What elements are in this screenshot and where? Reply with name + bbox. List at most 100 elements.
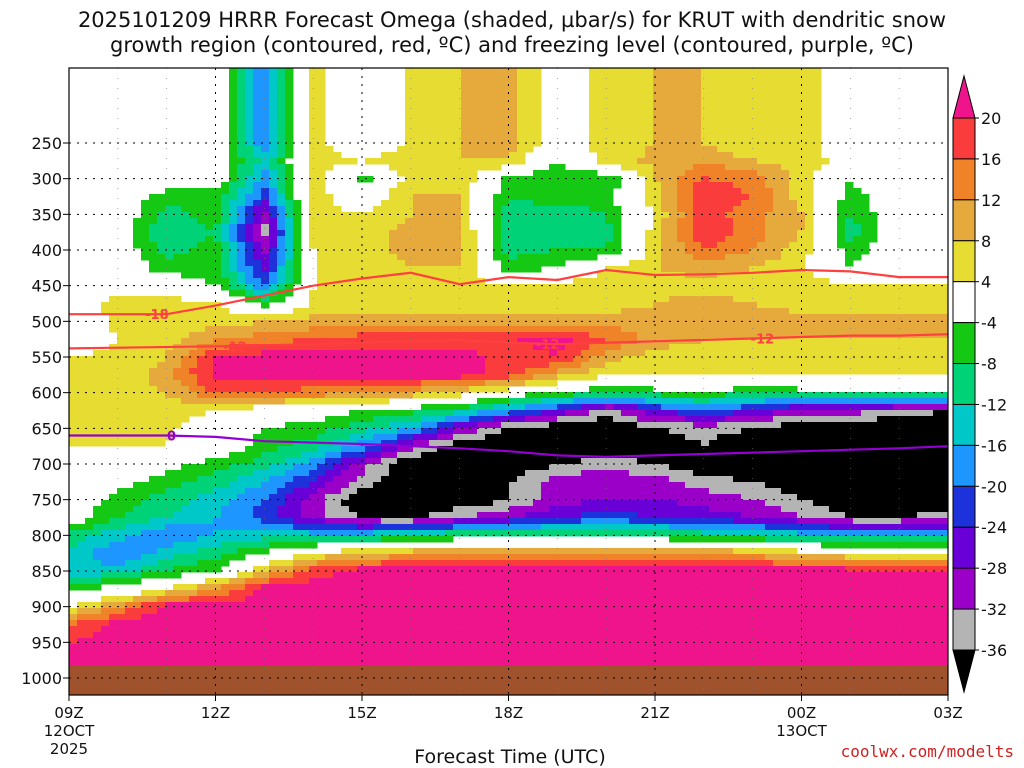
- omega-cell: [213, 212, 222, 219]
- omega-cell: [413, 170, 422, 177]
- omega-cell: [549, 362, 558, 369]
- omega-cell: [445, 434, 454, 441]
- omega-cell: [613, 356, 622, 363]
- omega-cell: [685, 326, 694, 333]
- omega-cell: [429, 200, 438, 207]
- omega-cell: [781, 284, 790, 291]
- omega-cell: [485, 440, 494, 447]
- omega-cell: [261, 278, 270, 285]
- omega-cell: [589, 182, 598, 189]
- omega-cell: [685, 206, 694, 213]
- omega-cell: [269, 368, 278, 375]
- omega-cell: [821, 446, 830, 453]
- omega-cell: [693, 110, 702, 117]
- omega-cell: [845, 206, 854, 213]
- omega-cell: [493, 122, 502, 129]
- omega-cell: [405, 182, 414, 189]
- omega-cell: [285, 146, 294, 153]
- omega-cell: [501, 236, 510, 243]
- omega-cell: [805, 428, 814, 435]
- omega-cell: [749, 350, 758, 357]
- omega-cell: [653, 74, 662, 81]
- omega-cell: [757, 152, 766, 159]
- omega-cell: [245, 110, 254, 117]
- omega-cell: [181, 350, 190, 357]
- omega-cell: [245, 284, 254, 291]
- omega-cell: [421, 308, 430, 315]
- omega-cell: [821, 308, 830, 315]
- omega-cell: [237, 188, 246, 195]
- omega-cell: [765, 344, 774, 351]
- omega-cell: [477, 86, 486, 93]
- omega-cell: [333, 368, 342, 375]
- omega-cell: [693, 146, 702, 153]
- omega-cell: [909, 314, 918, 321]
- omega-cell: [789, 254, 798, 261]
- omega-cell: [765, 278, 774, 285]
- omega-cell: [701, 122, 710, 129]
- omega-cell: [917, 434, 926, 441]
- omega-cell: [765, 152, 774, 159]
- omega-cell: [397, 374, 406, 381]
- omega-cell: [397, 356, 406, 363]
- omega-cell: [805, 308, 814, 315]
- omega-cell: [861, 290, 870, 297]
- omega-cell: [229, 254, 238, 261]
- omega-cell: [405, 146, 414, 153]
- omega-cell: [373, 206, 382, 213]
- omega-cell: [597, 104, 606, 111]
- omega-cell: [213, 188, 222, 195]
- omega-cell: [429, 446, 438, 453]
- omega-cell: [285, 104, 294, 111]
- omega-cell: [573, 422, 582, 429]
- omega-cell: [541, 212, 550, 219]
- omega-cell: [661, 296, 670, 303]
- omega-cell: [269, 104, 278, 111]
- omega-cell: [149, 242, 158, 249]
- omega-cell: [829, 344, 838, 351]
- omega-cell: [477, 380, 486, 387]
- omega-cell: [261, 374, 270, 381]
- omega-cell: [517, 338, 526, 345]
- omega-cell: [829, 284, 838, 291]
- omega-cell: [613, 242, 622, 249]
- omega-cell: [645, 242, 654, 249]
- omega-cell: [613, 350, 622, 357]
- omega-cell: [197, 206, 206, 213]
- omega-cell: [925, 344, 934, 351]
- omega-cell: [517, 230, 526, 237]
- omega-cell: [861, 344, 870, 351]
- omega-cell: [261, 290, 270, 297]
- omega-cell: [741, 242, 750, 249]
- omega-cell: [621, 290, 630, 297]
- omega-cell: [549, 236, 558, 243]
- omega-cell: [445, 422, 454, 429]
- omega-cell: [461, 362, 470, 369]
- omega-cell: [461, 146, 470, 153]
- omega-cell: [309, 242, 318, 249]
- omega-cell: [621, 326, 630, 333]
- omega-cell: [669, 416, 678, 423]
- omega-cell: [549, 296, 558, 303]
- omega-cell: [645, 422, 654, 429]
- omega-cell: [589, 428, 598, 435]
- omega-cell: [181, 242, 190, 249]
- omega-cell: [221, 248, 230, 255]
- omega-cell: [445, 146, 454, 153]
- omega-cell: [525, 140, 534, 147]
- omega-cell: [101, 356, 110, 363]
- omega-cell: [165, 398, 174, 405]
- omega-cell: [861, 212, 870, 219]
- omega-cell: [749, 164, 758, 171]
- omega-cell: [117, 434, 126, 441]
- omega-cell: [205, 260, 214, 267]
- omega-cell: [893, 410, 902, 417]
- omega-cell: [813, 302, 822, 309]
- omega-cell: [493, 206, 502, 213]
- omega-cell: [493, 80, 502, 87]
- omega-cell: [293, 362, 302, 369]
- omega-cell: [525, 254, 534, 261]
- omega-cell: [837, 290, 846, 297]
- omega-cell: [693, 134, 702, 141]
- omega-cell: [741, 302, 750, 309]
